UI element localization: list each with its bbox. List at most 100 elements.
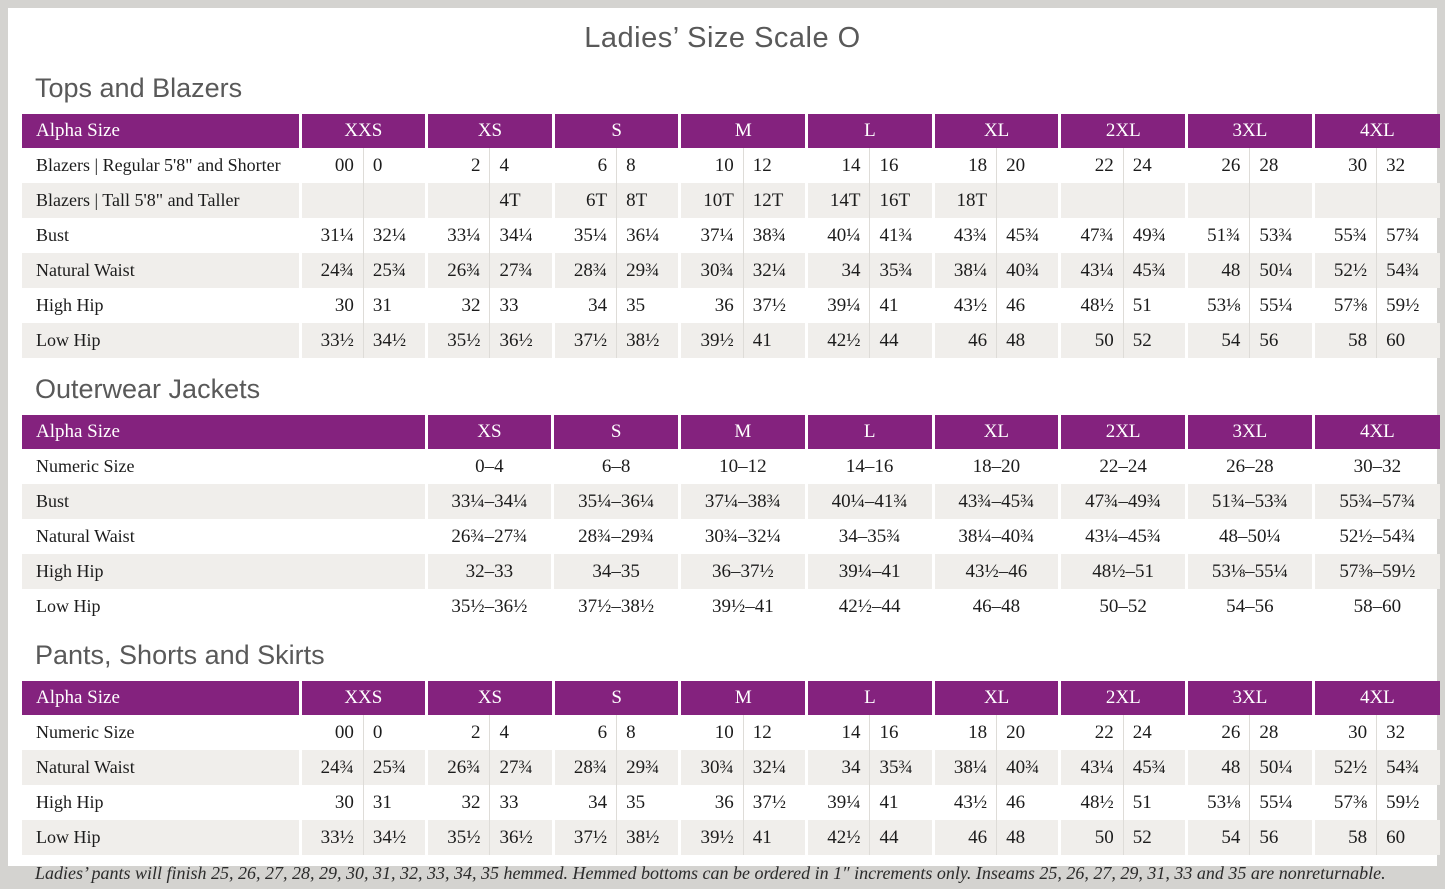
size-value-cell: 34¼ [489, 218, 554, 253]
table-row: Bust 31¼ 32¼ 33¼ 34¼ 35¼ 36¼ 37¼ 38¾ 40¼ 41¾ 43¾ 45¾… [22, 218, 1440, 253]
row-label: Bust [22, 218, 301, 253]
size-value-cell: 16 [869, 148, 934, 183]
row-label: Numeric Size [22, 449, 427, 484]
size-value-cell: 48 [1185, 750, 1250, 785]
size-value-cell: 29¾ [616, 253, 680, 288]
size-value-cell: 41 [869, 785, 934, 820]
size-value-cell: 48½ [1058, 785, 1124, 820]
size-value-cell: 32–33 [424, 554, 553, 589]
size-column-header-m: M [678, 415, 807, 449]
size-value-cell: 36 [678, 288, 744, 323]
size-value-cell: 48½–51 [1058, 554, 1187, 589]
size-value-cell: 49¾ [1122, 218, 1187, 253]
size-value-cell: 45¾ [1122, 253, 1187, 288]
size-value-cell: 39½ [678, 820, 744, 855]
size-value-cell: 51¾–53¾ [1185, 484, 1314, 519]
size-value-cell: 4T [489, 183, 554, 218]
size-value-cell: 40¾ [996, 750, 1060, 785]
size-value-cell: 33¼–34¼ [424, 484, 553, 519]
size-value-cell [425, 183, 490, 218]
size-value-cell: 53⅛ [1185, 785, 1250, 820]
size-value-cell: 18 [931, 148, 997, 183]
size-column-header-s: S [551, 681, 680, 715]
size-value-cell: 42½–44 [804, 589, 933, 624]
size-value-cell [1185, 183, 1250, 218]
size-value-cell: 39½ [678, 323, 744, 358]
size-value-cell: 2 [425, 715, 490, 750]
size-value-cell: 30–32 [1311, 449, 1440, 484]
row-label: Blazers | Tall 5'8" and Taller [22, 183, 301, 218]
row-label: Bust [22, 484, 427, 519]
size-value-cell: 36 [678, 785, 744, 820]
size-value-cell: 34 [551, 785, 617, 820]
size-value-cell: 36¼ [616, 218, 680, 253]
size-value-cell: 35½ [425, 820, 490, 855]
size-value-cell: 26¾ [425, 750, 490, 785]
alpha-size-header: Alpha Size [22, 415, 426, 449]
size-value-cell [996, 183, 1060, 218]
size-value-cell: 39¼ [805, 288, 870, 323]
size-value-cell: 43½ [931, 785, 997, 820]
section-pants-shorts-skirts: Pants, Shorts and Skirts Alpha Size XXS XS… [21, 640, 1440, 855]
size-value-cell: 53¾ [1249, 218, 1314, 253]
size-value-cell: 48 [996, 820, 1060, 855]
size-value-cell: 57⅜ [1311, 288, 1377, 323]
size-value-cell: 35¼–36¼ [551, 484, 680, 519]
size-value-cell: 30¾–32¼ [678, 519, 807, 554]
row-label: High Hip [22, 785, 301, 820]
size-value-cell: 30 [1311, 148, 1377, 183]
size-value-cell: 30 [298, 288, 364, 323]
size-value-cell: 30 [298, 785, 364, 820]
size-value-cell: 38¾ [742, 218, 807, 253]
size-value-cell: 20 [996, 148, 1060, 183]
size-value-cell: 32 [425, 785, 490, 820]
section-title-pants-shorts-skirts: Pants, Shorts and Skirts [35, 640, 325, 670]
size-value-cell: 48½ [1058, 288, 1124, 323]
size-value-cell: 24 [1122, 148, 1187, 183]
size-value-cell: 47¾–49¾ [1058, 484, 1187, 519]
size-value-cell: 12 [742, 715, 807, 750]
size-value-cell: 6T [551, 183, 617, 218]
row-label: Low Hip [22, 589, 427, 624]
alpha-size-header: Alpha Size [22, 114, 300, 148]
size-column-header-xs: XS [425, 681, 554, 715]
footnote-text: Ladies’ pants will finish 25, 26, 27, 28… [35, 863, 1386, 883]
size-value-cell: 10 [678, 715, 744, 750]
size-value-cell [1249, 183, 1314, 218]
size-value-cell: 59½ [1376, 785, 1440, 820]
size-value-cell: 43¼ [1058, 750, 1124, 785]
size-value-cell: 52 [1122, 323, 1187, 358]
size-value-cell: 39¼ [805, 785, 870, 820]
size-column-header-3xl: 3XL [1185, 415, 1314, 449]
size-value-cell: 45¾ [1122, 750, 1187, 785]
table-row: Natural Waist 24¾ 25¾ 26¾ 27¾ 28¾ 29¾ 30¾ 32¼ 34 3… [22, 750, 1440, 785]
size-value-cell: 8 [616, 715, 680, 750]
size-value-cell: 22 [1058, 148, 1124, 183]
section-title-tops-and-blazers: Tops and Blazers [35, 73, 243, 103]
size-value-cell: 29¾ [616, 750, 680, 785]
size-value-cell: 35½ [425, 323, 490, 358]
size-column-header-m: M [678, 681, 807, 715]
size-column-header-4xl: 4XL [1311, 681, 1440, 715]
size-value-cell: 34 [805, 750, 870, 785]
size-value-cell [1122, 183, 1187, 218]
size-value-cell: 50 [1058, 820, 1124, 855]
table-row: High Hip 30 31 32 33 34 35 36 37½ 39¼ 41 43½ 46 48½ 51… [22, 288, 1440, 323]
size-value-cell: 32¼ [742, 750, 807, 785]
page-title: Ladies’ Size Scale O [584, 22, 861, 54]
row-label: Low Hip [22, 323, 301, 358]
app-root: { "page": { "title": "Ladies’ Size Scale… [0, 8, 1445, 889]
size-value-cell: 43¼ [1058, 253, 1124, 288]
size-value-cell: 12T [742, 183, 807, 218]
size-value-cell: 30 [1311, 715, 1377, 750]
size-column-header-2xl: 2XL [1058, 415, 1187, 449]
size-value-cell: 22–24 [1058, 449, 1187, 484]
size-value-cell: 50–52 [1058, 589, 1187, 624]
size-value-cell: 18 [931, 715, 997, 750]
size-value-cell: 42½ [805, 820, 870, 855]
size-value-cell: 50 [1058, 323, 1124, 358]
size-table-pants-shorts-skirts: Alpha Size XXS XS S M L XL 2XL 3XL 4XL Numeric Siz… [22, 681, 1440, 855]
size-value-cell: 35½–36½ [424, 589, 553, 624]
size-value-cell: 18T [931, 183, 997, 218]
size-value-cell: 39¼–41 [804, 554, 933, 589]
